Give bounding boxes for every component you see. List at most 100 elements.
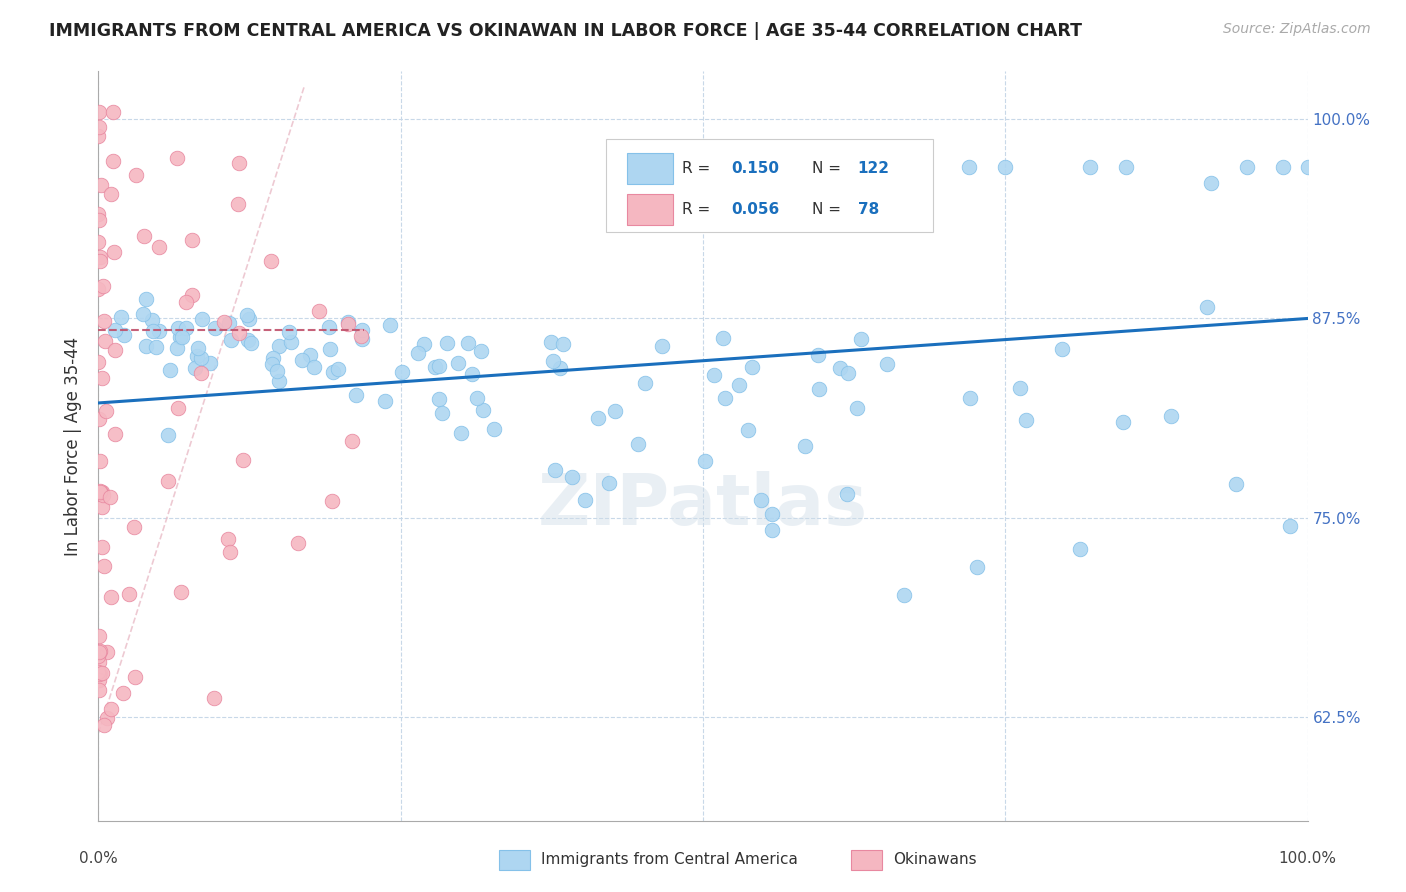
Point [737, 423, 759, 437]
Text: R =: R = [682, 161, 716, 176]
Point [308, 304, 330, 318]
Point [89, 665, 111, 680]
Point [378, 318, 401, 332]
Point [959, 391, 981, 405]
Point [1199, 176, 1222, 190]
Point [851, 332, 873, 346]
Point [89, 250, 111, 264]
Point [187, 342, 209, 356]
Point [104, 343, 127, 358]
Point [145, 340, 167, 354]
Point [103, 244, 125, 259]
Point [470, 343, 492, 358]
Point [1236, 160, 1258, 174]
Text: Immigrants from Central America: Immigrants from Central America [541, 853, 799, 867]
Text: N =: N = [811, 202, 845, 218]
Point [266, 363, 288, 377]
Point [423, 360, 446, 375]
Text: N =: N = [811, 161, 845, 176]
Point [412, 337, 434, 351]
FancyBboxPatch shape [627, 194, 672, 226]
Point [807, 382, 830, 396]
Point [1278, 518, 1301, 533]
Point [321, 493, 343, 508]
Point [1225, 477, 1247, 491]
Point [166, 321, 188, 335]
Point [236, 333, 259, 347]
Point [344, 388, 367, 402]
Point [540, 335, 562, 350]
Point [1078, 160, 1101, 174]
Point [89, 484, 111, 499]
Point [87, 655, 110, 669]
Point [835, 487, 858, 501]
Point [1197, 300, 1219, 314]
Point [93, 487, 115, 501]
Point [142, 324, 165, 338]
Point [87, 120, 110, 134]
Point [87, 673, 110, 687]
Point [202, 691, 225, 706]
Point [893, 588, 915, 602]
Point [135, 292, 157, 306]
Point [89, 484, 111, 499]
Point [212, 315, 235, 329]
Point [741, 360, 763, 375]
Point [89, 644, 111, 658]
Point [634, 376, 657, 390]
Point [280, 334, 302, 349]
Point [91, 279, 114, 293]
Point [749, 492, 772, 507]
Point [322, 365, 344, 379]
Point [166, 341, 188, 355]
Text: 0.0%: 0.0% [79, 851, 118, 866]
Point [124, 670, 146, 684]
Point [183, 361, 205, 376]
Point [711, 330, 734, 344]
Point [122, 519, 145, 533]
Point [91, 500, 114, 514]
Point [472, 402, 495, 417]
Point [1112, 415, 1135, 429]
Point [605, 404, 627, 418]
Point [713, 391, 735, 405]
Point [101, 154, 124, 169]
Point [1160, 409, 1182, 423]
Point [148, 324, 170, 338]
Point [846, 401, 869, 415]
Point [436, 336, 458, 351]
Point [228, 326, 250, 340]
Text: Okinawans: Okinawans [893, 853, 976, 867]
Point [391, 365, 413, 379]
Text: 0.150: 0.150 [731, 161, 779, 176]
Point [1296, 160, 1319, 174]
Point [957, 160, 980, 174]
Point [148, 240, 170, 254]
Point [93, 314, 115, 328]
Point [87, 235, 110, 249]
Point [159, 362, 181, 376]
Point [186, 350, 208, 364]
Point [350, 329, 373, 343]
Point [260, 254, 283, 268]
Point [240, 336, 263, 351]
Point [776, 152, 799, 166]
Point [427, 359, 450, 373]
Point [100, 591, 122, 605]
Text: R =: R = [682, 202, 716, 218]
Point [793, 439, 815, 453]
Point [350, 323, 373, 337]
Point [228, 196, 250, 211]
Point [190, 351, 212, 365]
Point [337, 315, 360, 329]
Point [482, 422, 505, 436]
Point [574, 493, 596, 508]
Point [96, 645, 118, 659]
Point [204, 321, 226, 335]
Point [93, 558, 115, 573]
Point [342, 434, 364, 448]
Point [87, 355, 110, 369]
Point [89, 454, 111, 468]
Point [465, 392, 488, 406]
Point [651, 339, 673, 353]
